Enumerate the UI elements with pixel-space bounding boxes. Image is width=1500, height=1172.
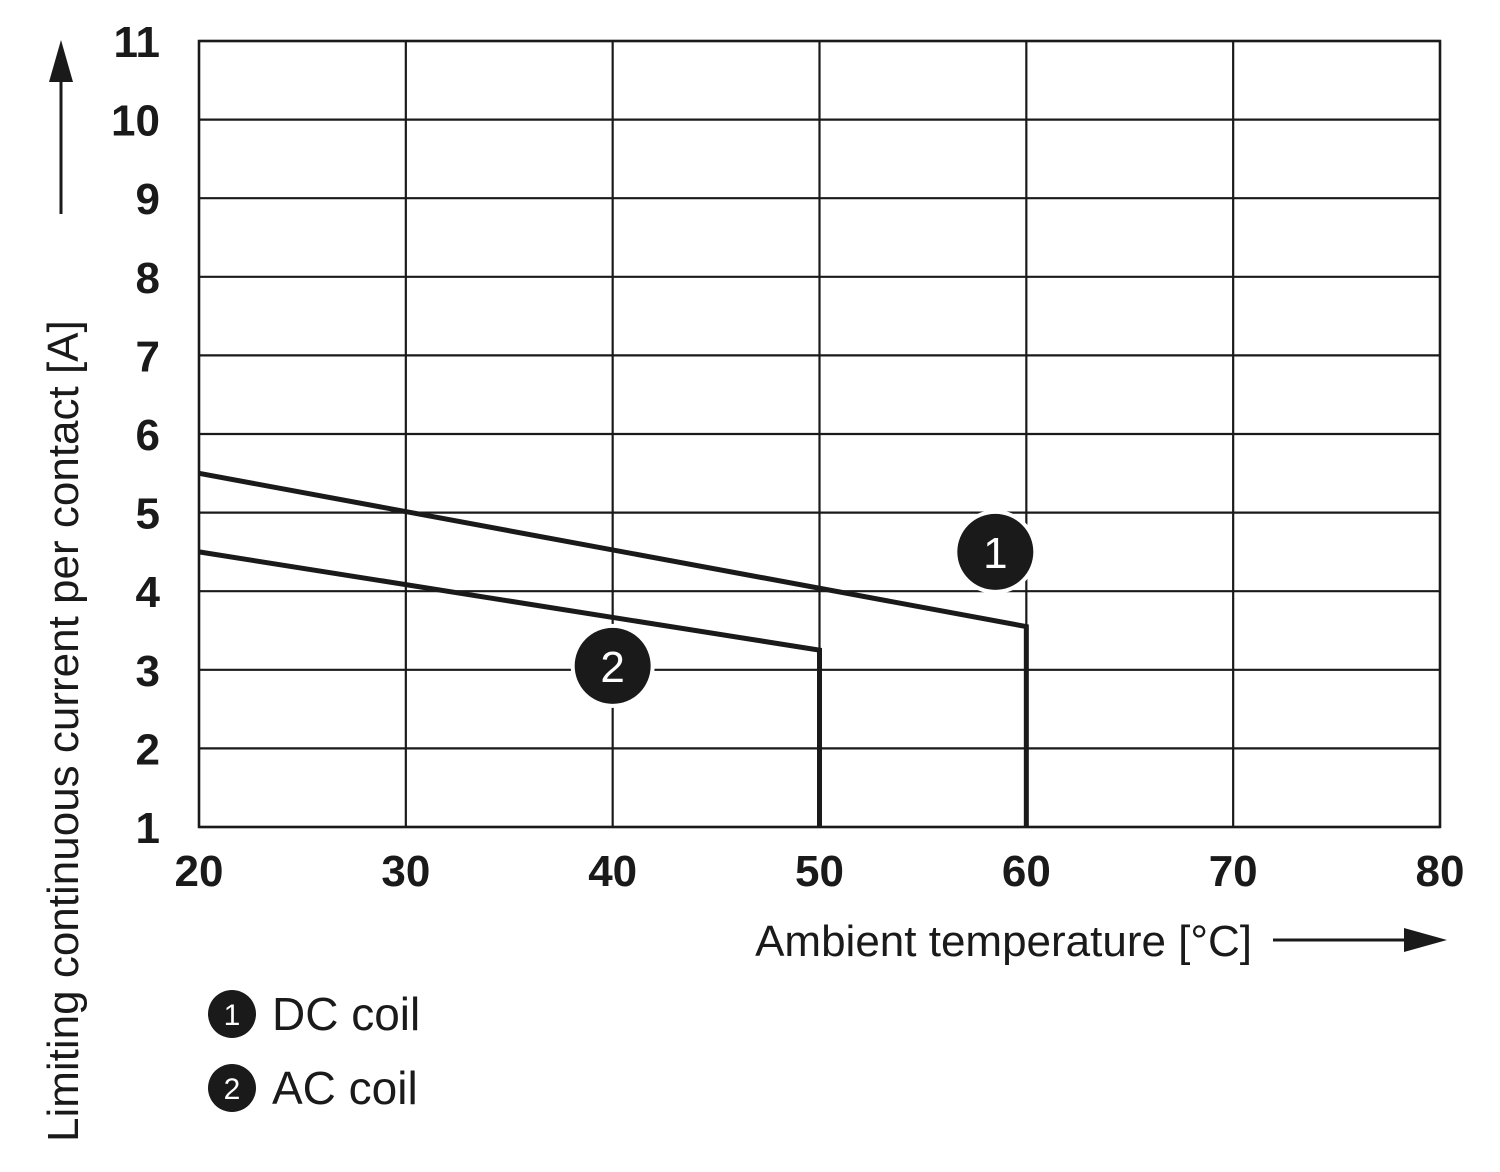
- x-tick-label-40: 40: [588, 847, 637, 896]
- y-tick-label-3: 3: [136, 647, 160, 696]
- series-marker-2-icon: [574, 627, 651, 704]
- series-lines: [198, 470, 1029, 827]
- x-tick-label-70: 70: [1209, 847, 1258, 896]
- series-marker-1-icon: [957, 513, 1034, 590]
- y-axis-title-group: Limiting continuous current per contact …: [39, 40, 88, 1142]
- y-tick-label-4: 4: [136, 568, 161, 617]
- y-tick-label-1: 1: [136, 804, 160, 853]
- legend-item-dc: 1 DC coil: [208, 988, 420, 1040]
- legend-label-ac: AC coil: [272, 1062, 418, 1114]
- y-tick-label-2: 2: [136, 725, 160, 774]
- legend-marker-2-icon: [208, 1064, 256, 1112]
- x-axis-title-group: Ambient temperature [°C]: [755, 917, 1447, 966]
- x-axis-title: Ambient temperature [°C]: [755, 917, 1252, 966]
- y-tick-label-11: 11: [113, 18, 160, 67]
- y-tick-label-7: 7: [136, 332, 160, 381]
- legend-label-dc: DC coil: [272, 988, 420, 1040]
- legend: 1 DC coil 2 AC coil: [208, 988, 420, 1114]
- x-tick-label-50: 50: [795, 847, 844, 896]
- x-tick-label-30: 30: [381, 847, 430, 896]
- y-axis-arrow-icon: [49, 40, 73, 82]
- x-tick-label-60: 60: [1002, 847, 1051, 896]
- legend-marker-2-label: 2: [224, 1073, 241, 1106]
- series-line-2: [198, 549, 822, 827]
- legend-item-ac: 2 AC coil: [208, 1062, 418, 1114]
- y-axis-title: Limiting continuous current per contact …: [39, 320, 88, 1142]
- y-tick-label-6: 6: [136, 411, 160, 460]
- x-tick-label-20: 20: [175, 847, 224, 896]
- series-marker-label-1: 1: [983, 529, 1007, 578]
- y-tick-label-9: 9: [136, 175, 160, 224]
- y-tick-label-8: 8: [136, 254, 160, 303]
- legend-marker-1-label: 1: [224, 999, 241, 1032]
- y-tick-label-5: 5: [136, 490, 160, 539]
- y-tick-label-10: 10: [111, 97, 160, 146]
- legend-marker-1-icon: [208, 990, 256, 1038]
- series-markers: 12: [570, 509, 1038, 708]
- x-tick-label-80: 80: [1416, 847, 1465, 896]
- series-marker-label-2: 2: [600, 643, 624, 692]
- x-axis-arrow-icon: [1404, 928, 1447, 952]
- series-line-1: [198, 470, 1029, 827]
